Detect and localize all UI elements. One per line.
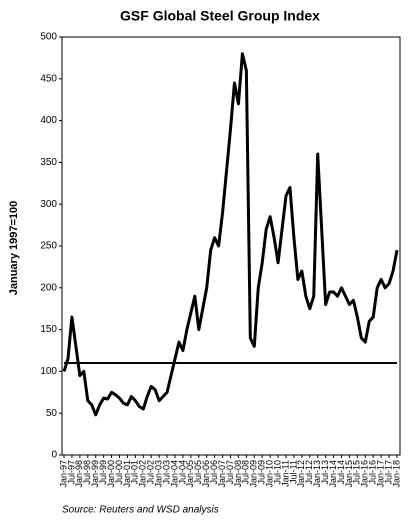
x-tick-label: Jan-13 [312, 460, 322, 488]
x-tick-label: Jul-11 [288, 460, 298, 484]
x-tick-label: Jan-17 [376, 460, 386, 488]
x-tick-label: Jan-05 [185, 460, 195, 488]
y-tick-label: 100 [40, 366, 57, 377]
x-tick-label: Jan-09 [249, 460, 259, 488]
x-tick-label: Jul-99 [98, 460, 108, 485]
x-tick-label: Jan-08 [233, 460, 243, 488]
x-tick-label: Jan-18 [391, 460, 401, 488]
x-tick-label: Jan-00 [106, 460, 116, 488]
x-tick-label: Jan-99 [90, 460, 100, 488]
x-tick-label: Jul-05 [193, 460, 203, 485]
y-tick-label: 50 [46, 408, 58, 419]
y-tick-label: 300 [40, 199, 57, 210]
x-tick-label: Jul-16 [368, 460, 378, 485]
x-tick-label: Jul-14 [336, 460, 346, 485]
x-tick-label: Jan-04 [169, 460, 179, 488]
source-note: Source: Reuters and WSD analysis [62, 505, 219, 516]
x-tick-label: Jan-03 [154, 460, 164, 488]
x-tick-label: Jul-12 [304, 460, 314, 485]
x-tick-label: Jul-97 [66, 460, 76, 485]
y-tick-label: 200 [40, 282, 57, 293]
x-tick-label: Jan-07 [217, 460, 227, 488]
index-line [62, 52, 399, 417]
x-tick-label: Jan-16 [360, 460, 370, 488]
x-tick-label: Jul-13 [320, 460, 330, 485]
x-tick-label: Jul-06 [209, 460, 219, 485]
x-tick-label: Jul-09 [257, 460, 267, 485]
x-tick-label: Jan-15 [344, 460, 354, 488]
x-tick-label: Jan-98 [74, 460, 84, 488]
y-tick-label: 0 [51, 450, 57, 461]
x-tick-label: Jan-06 [201, 460, 211, 488]
x-tick-label: Jul-02 [146, 460, 156, 485]
x-tick-label: Jan-97 [58, 460, 68, 488]
y-tick-label: 450 [40, 73, 57, 84]
y-tick-label: 400 [40, 115, 57, 126]
y-tick-label: 150 [40, 324, 57, 335]
x-tick-label: Jan-11 [280, 460, 290, 487]
y-tick-label: 250 [40, 241, 57, 252]
x-tick-label: Jul-04 [177, 460, 187, 485]
x-tick-label: Jan-02 [138, 460, 148, 488]
x-tick-label: Jan-12 [296, 460, 306, 488]
chart-title: GSF Global Steel Group Index [120, 8, 320, 24]
x-tick-label: Jul-98 [82, 460, 92, 485]
y-tick-label: 350 [40, 157, 57, 168]
y-axis-label: January 1997=100 [8, 201, 20, 296]
x-tick-label: Jan-10 [265, 460, 275, 488]
x-tick-label: Jul-15 [352, 460, 362, 485]
x-tick-label: Jul-17 [383, 460, 393, 485]
x-tick-label: Jul-00 [114, 460, 124, 485]
x-tick-label: Jul-03 [161, 460, 171, 485]
x-tick-label: Jul-08 [241, 460, 251, 485]
x-tick-label: Jan-01 [122, 460, 132, 488]
x-tick-label: Jul-07 [225, 460, 235, 485]
x-tick-label: Jul-01 [130, 460, 140, 485]
x-tick-label: Jan-14 [328, 460, 338, 488]
x-tick-label: Jul-10 [272, 460, 282, 485]
y-tick-label: 500 [40, 32, 57, 43]
